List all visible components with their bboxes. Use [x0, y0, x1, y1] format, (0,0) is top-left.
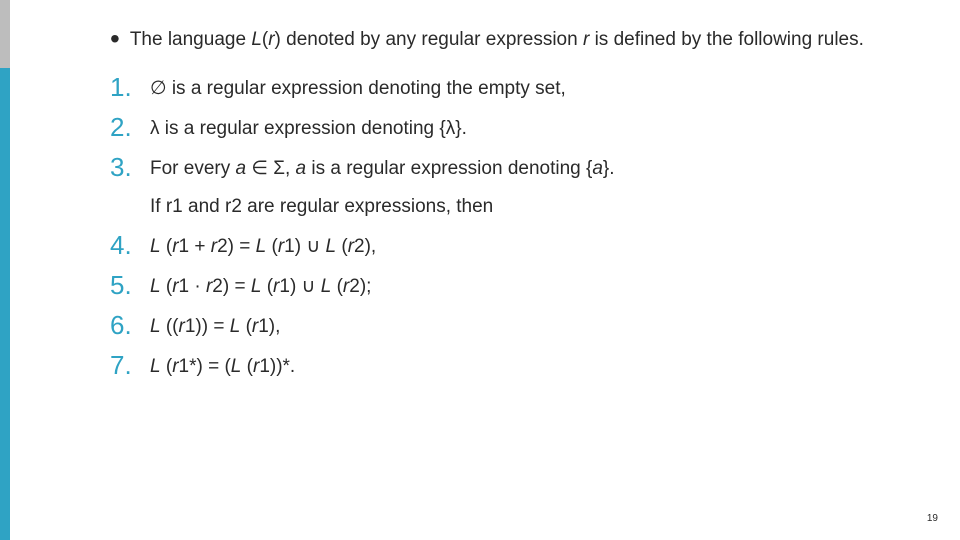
rule-row: 2.λ is a regular expression denoting {λ}…: [110, 114, 900, 142]
rule-row: 7.L (r1*) = (L (r1))*.: [110, 352, 900, 380]
slide: • The language L(r) denoted by any regul…: [0, 0, 960, 540]
rule-number: 2.: [110, 114, 150, 140]
rule-number: 7.: [110, 352, 150, 378]
rule-number: 1.: [110, 74, 150, 100]
rule-list-2: 4.L (r1 + r2) = L (r1) ∪ L (r2),5.L (r1 …: [110, 232, 900, 380]
rule-row: 4.L (r1 + r2) = L (r1) ∪ L (r2),: [110, 232, 900, 260]
rule-number: 4.: [110, 232, 150, 258]
rule-text: L (r1 · r2) = L (r1) ∪ L (r2);: [150, 272, 371, 300]
rule-number: 3.: [110, 154, 150, 180]
rule-row: 3.For every a ∈ Σ, a is a regular expres…: [110, 154, 900, 182]
slide-content: • The language L(r) denoted by any regul…: [110, 28, 900, 392]
rule-list-1: 1.∅ is a regular expression denoting the…: [110, 74, 900, 182]
intro-row: • The language L(r) denoted by any regul…: [110, 28, 900, 52]
rule-number: 6.: [110, 312, 150, 338]
intro-text: The language L(r) denoted by any regular…: [130, 28, 864, 52]
rule-text: λ is a regular expression denoting {λ}.: [150, 114, 467, 142]
bridge-text: If r1 and r2 are regular expressions, th…: [150, 194, 900, 220]
page-number: 19: [927, 513, 938, 524]
bullet-icon: •: [110, 30, 120, 48]
rule-number: 5.: [110, 272, 150, 298]
intro-tail: is defined by the following rules.: [589, 29, 864, 50]
intro-prefix: The language: [130, 29, 252, 50]
rule-text: L (r1 + r2) = L (r1) ∪ L (r2),: [150, 232, 376, 260]
rule-text: ∅ is a regular expression denoting the e…: [150, 74, 566, 102]
rule-text: For every a ∈ Σ, a is a regular expressi…: [150, 154, 615, 182]
intro-mid: denoted by any regular expression: [281, 29, 583, 50]
func-L: L: [251, 29, 262, 50]
rule-row: 5.L (r1 · r2) = L (r1) ∪ L (r2);: [110, 272, 900, 300]
accent-bar-bottom: [0, 68, 10, 540]
rule-text: L ((r1)) = L (r1),: [150, 312, 280, 340]
rule-text: L (r1*) = (L (r1))*.: [150, 352, 295, 380]
rule-row: 1.∅ is a regular expression denoting the…: [110, 74, 900, 102]
rule-row: 6.L ((r1)) = L (r1),: [110, 312, 900, 340]
accent-bar-top: [0, 0, 10, 68]
